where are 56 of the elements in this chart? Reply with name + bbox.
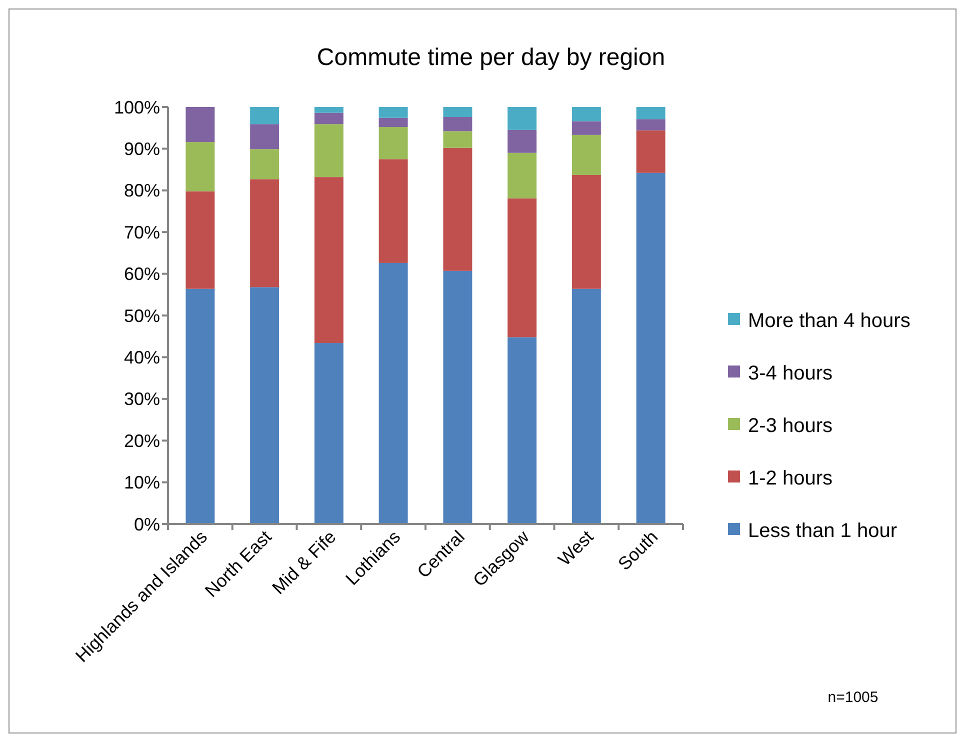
y-tick-label: 50% [124, 306, 160, 326]
y-tick-label: 20% [124, 430, 160, 451]
bar [314, 177, 344, 344]
bar [636, 172, 666, 524]
y-tick-label: 100% [114, 97, 160, 118]
bar [250, 179, 280, 288]
bar [314, 124, 344, 178]
bar [250, 107, 280, 124]
y-tick-label: 40% [124, 348, 160, 368]
y-tick-label: 80% [124, 180, 160, 201]
bar [572, 134, 601, 175]
legend-label: 2-3 hours [748, 415, 832, 437]
bar [186, 288, 215, 524]
bar [636, 107, 666, 120]
legend-label: 1-2 hours [748, 468, 832, 490]
y-tick-label: 60% [124, 264, 160, 284]
bar [443, 148, 472, 271]
legend-label: 3-4 hours [748, 362, 832, 384]
bar [186, 191, 215, 289]
bar [636, 130, 666, 173]
bar [378, 127, 408, 160]
y-tick-label: 10% [124, 472, 160, 493]
bar [443, 107, 472, 118]
text: n=1005 [828, 689, 878, 706]
legend-label: Less than 1 hour [748, 520, 898, 542]
bar [378, 262, 408, 524]
bar [443, 131, 472, 148]
bar [250, 124, 280, 150]
bar [314, 343, 344, 524]
bar [572, 121, 601, 135]
bar [186, 142, 215, 192]
bar [378, 159, 408, 263]
bar [508, 198, 537, 338]
bar [572, 174, 601, 289]
bar [443, 117, 472, 132]
bar [314, 112, 344, 124]
bar [250, 287, 280, 524]
bar [186, 107, 215, 142]
bar [378, 118, 408, 128]
bar [508, 130, 537, 153]
bar [636, 119, 666, 130]
bar [572, 107, 601, 122]
bar [572, 288, 601, 524]
bar [314, 107, 344, 113]
bar [508, 152, 537, 198]
y-tick-label: 30% [124, 389, 160, 410]
bar [508, 337, 537, 524]
y-tick-label: 90% [124, 139, 160, 159]
chart-title: Commute time per day by region [316, 44, 666, 71]
bar [508, 107, 537, 130]
bar [443, 270, 472, 524]
bar [250, 149, 280, 180]
bar [378, 107, 408, 118]
y-tick-label: 0% [134, 514, 160, 534]
y-tick-label: 70% [124, 222, 160, 242]
legend-label: More than 4 hours [748, 310, 910, 332]
